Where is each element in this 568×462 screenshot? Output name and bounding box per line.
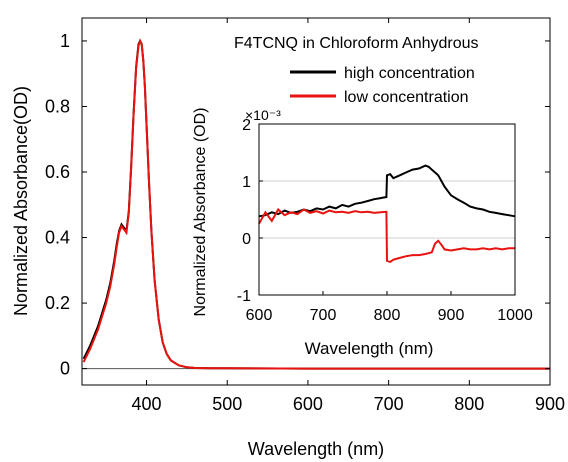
main-y-tick-label: 1 bbox=[60, 31, 70, 51]
inset-x-tick-label: 600 bbox=[246, 307, 273, 324]
main-plot: 400 500 600 700 800 900 0 0.2 0.4 0.6 0.8 1 bbox=[45, 17, 565, 414]
inset-y-tick-label: 0 bbox=[242, 231, 251, 248]
legend-label-low: low concentration bbox=[344, 89, 469, 106]
main-x-tick-label: 900 bbox=[535, 394, 565, 414]
main-x-tick-label: 600 bbox=[293, 394, 323, 414]
inset-plot-area bbox=[259, 124, 515, 295]
main-plot-frame bbox=[81, 17, 551, 386]
main-y-tick-label: 0 bbox=[60, 359, 70, 379]
legend-label-high: high concentration bbox=[344, 65, 475, 82]
main-x-axis-label: Wavelength (nm) bbox=[248, 439, 384, 459]
inset-x-tick-label: 800 bbox=[374, 307, 401, 324]
inset-series-line-low bbox=[258, 207, 515, 264]
main-y-tick-label: 0.4 bbox=[45, 228, 70, 248]
main-y-axis-label: Normalized Absorbance(OD) bbox=[11, 86, 31, 316]
inset-x-tick-label: 900 bbox=[438, 307, 465, 324]
inset-y-tick-label: 2 bbox=[242, 117, 251, 134]
series-line-low bbox=[82, 38, 550, 370]
inset-x-tick-label: 700 bbox=[310, 307, 337, 324]
main-x-tick-label: 400 bbox=[132, 394, 162, 414]
main-y-tick-label: 0.2 bbox=[45, 293, 70, 313]
main-x-tick-label: 500 bbox=[212, 394, 242, 414]
inset-plot: 600 700 800 900 1000 -1 0 1 2 bbox=[237, 117, 533, 324]
main-y-tick-label: 0.8 bbox=[45, 96, 70, 116]
main-x-tick-label: 700 bbox=[374, 394, 404, 414]
inset-y-tick-label: 1 bbox=[242, 174, 251, 191]
inset-x-axis-label: Wavelength (nm) bbox=[305, 339, 434, 358]
inset-y-tick-label: -1 bbox=[237, 288, 251, 305]
legend-title: F4TCNQ in Chloroform Anhydrous bbox=[234, 35, 479, 52]
legend: F4TCNQ in Chloroform Anhydrous high conc… bbox=[234, 35, 479, 106]
main-x-tick-label: 800 bbox=[454, 394, 484, 414]
inset-y-multiplier: ×10⁻³ bbox=[245, 107, 281, 123]
inset-x-tick-label: 1000 bbox=[497, 307, 533, 324]
main-y-tick-label: 0.6 bbox=[45, 162, 70, 182]
inset-y-axis-label: Normalized Absorbance (OD) bbox=[192, 108, 209, 317]
